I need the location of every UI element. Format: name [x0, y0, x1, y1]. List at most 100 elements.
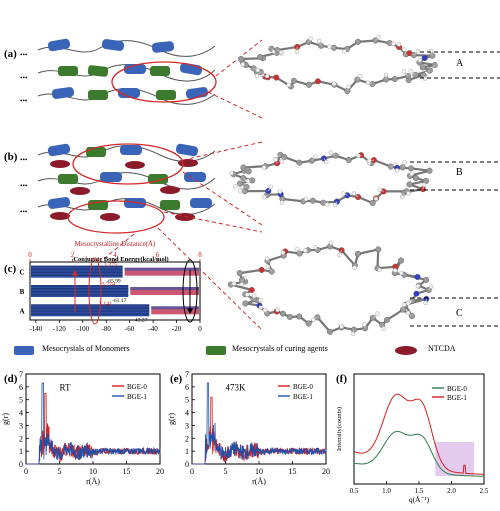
hydrogen-atom [261, 165, 267, 170]
chain-ellipsis: ••• [20, 97, 28, 105]
hydrogen-atom [275, 307, 280, 313]
atom [249, 177, 256, 184]
hydrogen-atom [327, 44, 332, 49]
atom [296, 159, 303, 166]
hydrogen-atom [316, 38, 322, 44]
hydrogen-atom [350, 331, 356, 337]
distance-value: 3.274 [102, 282, 116, 288]
bottom-tick-label: -20 [172, 325, 182, 333]
legend-monomers: Mesocrystals of Monomers [42, 344, 130, 353]
ntcda-disc [125, 161, 145, 169]
hydrogen-atom [312, 245, 318, 250]
hydrogen-atom [265, 256, 270, 261]
monomer-block [47, 143, 71, 157]
chain-ellipsis: ••• [20, 156, 28, 164]
hydrogen-atom [255, 67, 260, 73]
distance-bar-band [124, 267, 199, 271]
hydrogen-atom [346, 84, 351, 90]
y-axis-label: Intensity(counts) [336, 407, 343, 451]
atom [286, 313, 293, 320]
hydrogen-atom [324, 159, 329, 165]
x-tick-label: 0.5 [350, 487, 359, 495]
chart-title: RT [60, 383, 71, 393]
y-tick-label: 2 [185, 434, 189, 443]
atom [354, 250, 361, 257]
atom [383, 316, 390, 323]
ntcda-disc [70, 187, 90, 195]
hydrogen-atom [254, 73, 260, 79]
distance-lines [410, 51, 500, 327]
atom [345, 156, 352, 163]
hydrogen-atom [401, 69, 407, 74]
bond [239, 268, 262, 275]
hydrogen-atom [258, 297, 263, 303]
curing-block [150, 66, 170, 76]
x-tick-label: 5 [224, 467, 228, 476]
top-tick-label: 2 [71, 251, 75, 259]
panel-label-e: (e) [170, 373, 183, 385]
distance-bar [124, 267, 199, 276]
ntcda-disc [100, 213, 120, 221]
marker-ellipse [182, 259, 198, 323]
x-tick-label: 1.0 [382, 487, 391, 495]
y-tick-label: 7 [185, 370, 189, 379]
hydrogen-atom [417, 58, 423, 63]
x-tick-label: 20 [156, 467, 164, 476]
panel-label-c: (c) [4, 263, 17, 275]
monomer-block [51, 87, 75, 99]
monomer-block [151, 41, 175, 53]
hydrogen-atom [421, 182, 427, 187]
energy-bar-stripe [31, 288, 129, 290]
bond [376, 249, 380, 269]
highlight-region [435, 442, 475, 476]
x-axis-label: r(Å) [86, 477, 100, 486]
hydrogen-atom [366, 158, 372, 163]
hydrogen-atom [331, 81, 337, 87]
hydrogen-atom [341, 191, 346, 196]
atom [236, 270, 243, 277]
hydrogen-atom [405, 301, 411, 306]
hydrogen-atom [428, 284, 434, 289]
legend: Mesocrystals of Monomers Mesocrystals of… [0, 340, 500, 362]
y-tick-label: 2 [19, 434, 23, 443]
distance-bar [130, 287, 199, 295]
series-line-bge-0 [353, 431, 484, 477]
curing-block [156, 90, 176, 100]
top-tick-label: 4 [113, 251, 117, 259]
panel-label-f: (f) [336, 373, 347, 385]
hydrogen-atom [295, 246, 300, 252]
distance-bar-band [130, 287, 199, 290]
atom [273, 74, 280, 81]
hydrogen-atom [406, 191, 411, 196]
hydrogen-atom [233, 184, 238, 189]
curing-block [58, 66, 78, 76]
hydrogen-atom [339, 324, 344, 329]
atom [413, 290, 420, 297]
ntcda-disc [50, 212, 70, 220]
atom [305, 320, 312, 327]
atom [296, 250, 303, 257]
hydrogen-atom [311, 317, 316, 322]
monomer-swatch [14, 346, 34, 355]
chain-ellipsis: ••• [20, 51, 28, 59]
bond [386, 308, 404, 321]
atom [421, 55, 428, 62]
connector-lines [99, 39, 263, 331]
hydrogen-atom [342, 49, 347, 54]
x-tick-label: 0 [24, 467, 28, 476]
category-label: A [19, 307, 24, 315]
hydrogen-atom [286, 82, 291, 88]
y-tick-label: 5 [19, 396, 23, 405]
atom [375, 246, 382, 253]
atom [314, 78, 321, 85]
atom [423, 276, 430, 283]
hydrogen-atom [391, 41, 396, 46]
marker-ellipse [88, 257, 102, 325]
legend-ntcda: NTCDA [428, 344, 456, 353]
hydrogen-atom [245, 292, 250, 297]
hydrogen-atom [280, 250, 286, 255]
bottom-axis-label: Conjugate Bond Energy(kcal/mol) [73, 256, 168, 263]
atom [414, 273, 421, 280]
atom [419, 64, 426, 71]
ntcda-disc [175, 213, 195, 221]
